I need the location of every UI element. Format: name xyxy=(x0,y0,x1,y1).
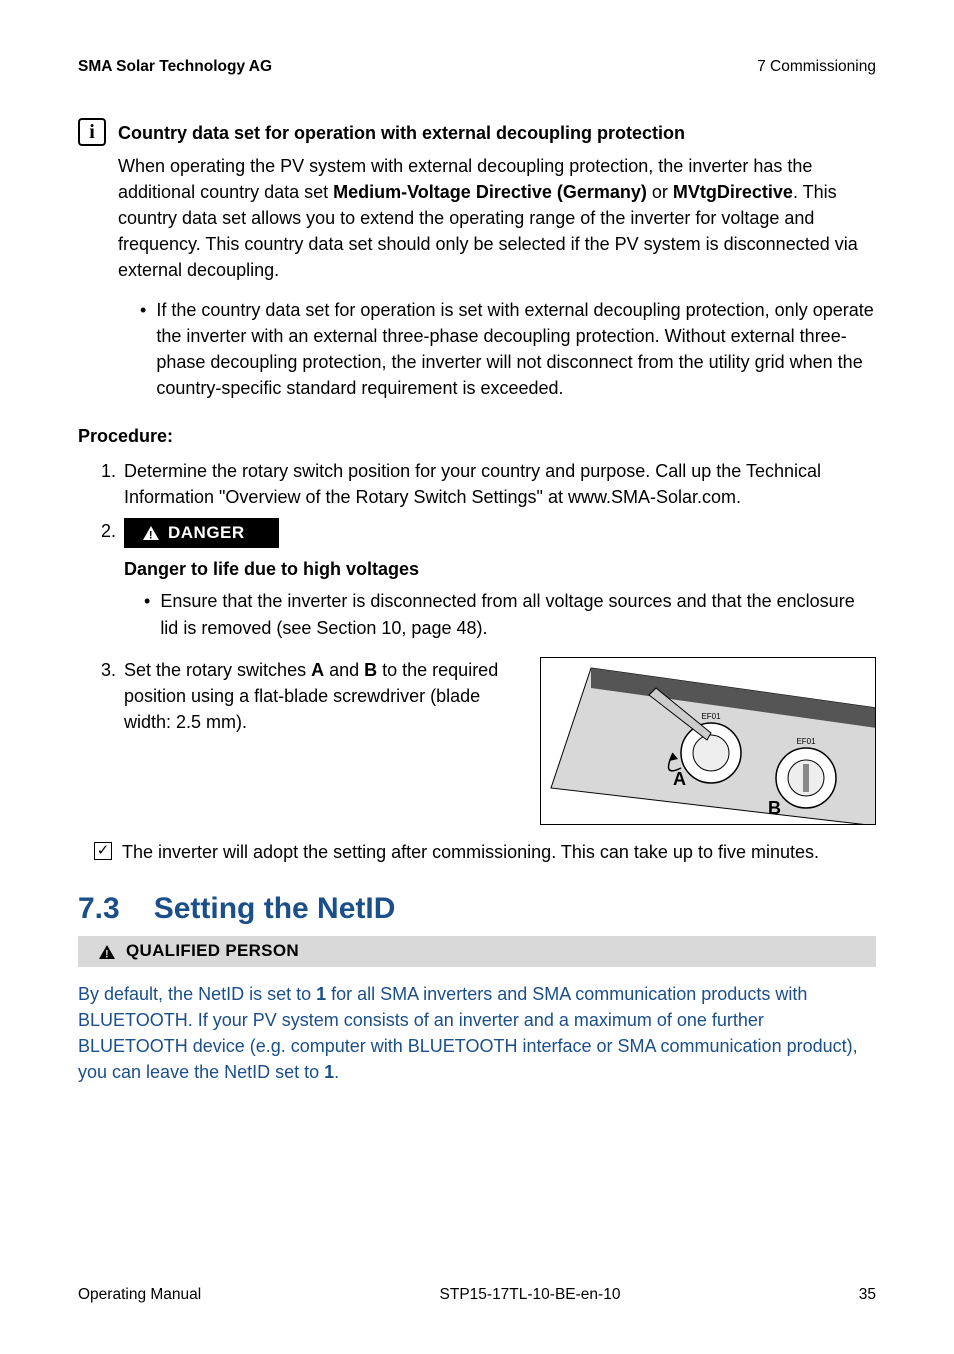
step-2: 2. ! DANGER Danger to life due to high v… xyxy=(94,518,876,649)
step-3: 3. Set the rotary switches A and B to th… xyxy=(94,657,518,735)
step-3-body: Set the rotary switches A and B to the r… xyxy=(124,657,518,735)
step-1-body: Determine the rotary switch position for… xyxy=(124,458,876,510)
svg-text:EF01: EF01 xyxy=(796,737,816,746)
result-text: The inverter will adopt the setting afte… xyxy=(122,839,819,865)
info-body: When operating the PV system with extern… xyxy=(118,153,876,283)
header-left: SMA Solar Technology AG xyxy=(78,56,272,78)
svg-text:!: ! xyxy=(105,948,109,960)
rotary-switch-figure: EF01 A EF01 B xyxy=(540,657,876,825)
info-bold1: Medium-Voltage Directive (Germany) xyxy=(333,182,647,202)
page-footer: Operating Manual STP15-17TL-10-BE-en-10 … xyxy=(78,1284,876,1306)
svg-text:A: A xyxy=(673,769,686,789)
qualified-label: QUALIFIED PERSON xyxy=(126,939,299,964)
header-right: 7 Commissioning xyxy=(757,56,876,78)
danger-label: DANGER xyxy=(168,521,245,546)
info-title: Country data set for operation with exte… xyxy=(118,120,685,146)
info-bold2: MVtgDirective xyxy=(673,182,793,202)
step-3-row: 3. Set the rotary switches A and B to th… xyxy=(94,657,876,825)
danger-subtitle: Danger to life due to high voltages xyxy=(124,556,876,582)
bullet-dot-icon: • xyxy=(144,588,150,640)
info-bullet: • If the country data set for operation … xyxy=(140,297,876,401)
step-1: 1. Determine the rotary switch position … xyxy=(94,458,876,510)
page-header: SMA Solar Technology AG 7 Commissioning xyxy=(78,56,876,78)
step-2-num: 2. xyxy=(94,518,116,649)
info-body-mid: or xyxy=(647,182,673,202)
step-3-num: 3. xyxy=(94,657,116,735)
danger-triangle-icon: ! xyxy=(142,525,160,541)
bullet-dot-icon: • xyxy=(140,297,146,401)
step3-a: A xyxy=(311,660,324,680)
section-title: Setting the NetID xyxy=(154,887,396,931)
danger-badge: ! DANGER xyxy=(124,518,279,549)
danger-bullet: • Ensure that the inverter is disconnect… xyxy=(144,588,876,640)
qualified-person-bar: ! QUALIFIED PERSON xyxy=(78,936,876,967)
para-b1: 1 xyxy=(316,984,326,1004)
step3-pre: Set the rotary switches xyxy=(124,660,311,680)
section-heading: 7.3 Setting the NetID xyxy=(78,887,876,931)
svg-text:!: ! xyxy=(149,530,153,542)
info-callout-header: i Country data set for operation with ex… xyxy=(78,118,876,146)
danger-bullet-text: Ensure that the inverter is disconnected… xyxy=(160,588,876,640)
footer-left: Operating Manual xyxy=(78,1284,201,1306)
procedure-title: Procedure: xyxy=(78,423,876,449)
svg-text:EF01: EF01 xyxy=(701,712,721,721)
para-pre: By default, the NetID is set to xyxy=(78,984,316,1004)
section-number: 7.3 xyxy=(78,887,120,931)
step-2-body: ! DANGER Danger to life due to high volt… xyxy=(124,518,876,649)
footer-center: STP15-17TL-10-BE-en-10 xyxy=(440,1284,621,1306)
checkbox-checked-icon: ✓ xyxy=(94,842,112,860)
para-b2: 1 xyxy=(324,1062,334,1082)
svg-text:B: B xyxy=(768,798,781,818)
section-paragraph: By default, the NetID is set to 1 for al… xyxy=(78,981,876,1085)
step3-b: B xyxy=(364,660,377,680)
qualified-triangle-icon: ! xyxy=(98,944,116,960)
info-icon: i xyxy=(78,118,106,146)
footer-right: 35 xyxy=(859,1284,876,1306)
step-1-num: 1. xyxy=(94,458,116,510)
result-check: ✓ The inverter will adopt the setting af… xyxy=(94,839,876,865)
para-post: . xyxy=(334,1062,339,1082)
info-bullet-text: If the country data set for operation is… xyxy=(156,297,876,401)
step3-mid: and xyxy=(324,660,364,680)
